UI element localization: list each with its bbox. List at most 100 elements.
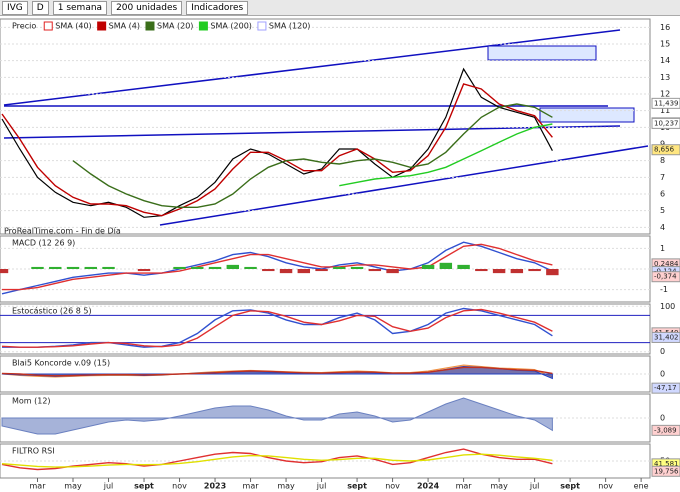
x-tick-label: may: [277, 482, 295, 491]
symbol[interactable]: IVG: [2, 0, 28, 15]
x-tick-label: nov: [385, 482, 400, 491]
histogram-bar: [333, 266, 346, 269]
histogram-bar: [315, 269, 328, 272]
legend-swatch: [145, 21, 155, 31]
value-label: 10,237: [654, 119, 679, 127]
legend-label: SMA (4): [109, 22, 140, 31]
legend-swatch: [43, 21, 53, 31]
histogram-bar: [510, 269, 524, 274]
x-tick-label: sept: [347, 482, 367, 491]
histogram-bar: [350, 266, 364, 269]
panel-title: FILTRO RSI: [12, 447, 55, 456]
period[interactable]: 1 semana: [52, 0, 108, 15]
y-tick-label: 0: [660, 414, 665, 423]
chart: ProRealTime.com - Fin de Día 45678910111…: [0, 18, 680, 491]
histogram-bar: [492, 269, 506, 274]
panel: [0, 303, 651, 355]
value-label-box: [651, 117, 680, 129]
y-tick-label: 5: [660, 206, 665, 215]
line: [1, 366, 553, 377]
units[interactable]: 200 unidades: [111, 0, 183, 15]
histogram-bar: [475, 269, 488, 272]
y-tick-label: 7: [660, 173, 665, 182]
panel-title: Blai5 Koncorde v.09 (15): [12, 359, 110, 368]
legend-label: SMA (200): [210, 22, 252, 31]
value-label-box: [651, 271, 680, 283]
histogram-bar: [297, 269, 311, 274]
histogram-bar: [244, 266, 257, 269]
x-tick-label: 2024: [417, 482, 440, 491]
y-tick-label: 12: [660, 90, 670, 99]
watermark: ProRealTime.com - Fin de Día: [4, 227, 121, 236]
value-label-box: [651, 144, 680, 156]
x-tick-label: jul: [316, 482, 327, 491]
line: [2, 307, 553, 348]
legend-label: SMA (40): [55, 22, 91, 31]
histogram-bar: [49, 266, 62, 269]
line: [1, 453, 553, 468]
value-label: 31,402: [654, 333, 679, 341]
legend-swatch: [257, 21, 267, 31]
x-tick-label: mar: [30, 482, 47, 491]
x-tick-label: mar: [456, 482, 473, 491]
value-label: 41,581: [654, 460, 679, 468]
y-tick-label: 11: [660, 106, 670, 115]
histogram-bar: [457, 264, 470, 269]
histogram-bar: [262, 269, 275, 272]
toolbar: IVG D 1 semana 200 unidades Indicadores: [0, 0, 680, 16]
panel-title: MACD (12 26 9): [12, 239, 75, 248]
value-label: -47,17: [654, 384, 677, 392]
y-tick-label: 0: [660, 347, 665, 356]
value-label: 19,756: [654, 467, 679, 475]
x-tick-label: may: [64, 482, 82, 491]
x-tick-label: mar: [243, 482, 260, 491]
histogram-bar: [66, 266, 80, 269]
histogram-bar: [102, 266, 115, 269]
legend-swatch: [198, 21, 208, 31]
panel-title: Estocástico (26 8 5): [12, 307, 92, 316]
value-label-box: [651, 97, 680, 109]
x-tick-label: jul: [103, 482, 114, 491]
indicators[interactable]: Indicadores: [186, 0, 249, 15]
value-label: -3,089: [654, 426, 677, 434]
histogram-bar: [173, 266, 186, 269]
x-tick-label: nov: [172, 482, 187, 491]
value-label: -0,374: [654, 273, 677, 281]
legend-swatch: [97, 21, 107, 31]
histogram-bar: [0, 269, 9, 274]
line: [72, 103, 553, 208]
x-tick-label: nov: [598, 482, 613, 491]
y-tick-label: 13: [660, 73, 670, 82]
histogram-bar: [208, 266, 222, 269]
legend-label: SMA (120): [269, 22, 311, 31]
value-label-box: [651, 382, 680, 394]
x-tick-label: sept: [134, 482, 154, 491]
x-tick-label: sept: [560, 482, 580, 491]
line: [1, 67, 553, 218]
histogram-bar: [528, 269, 541, 272]
histogram-bar: [368, 269, 382, 272]
histogram-bar: [386, 269, 399, 274]
line: [2, 243, 553, 291]
x-tick-label: ene: [634, 482, 649, 491]
y-tick-label: 6: [660, 190, 665, 199]
y-tick-label: 100: [660, 302, 675, 311]
panel-title: Precio: [12, 22, 36, 31]
value-label: 8,656: [654, 146, 675, 154]
legend-label: SMA (20): [157, 22, 193, 31]
histogram-bar: [279, 269, 293, 274]
histogram-bar: [439, 262, 453, 269]
y-tick-label: 15: [660, 40, 670, 49]
y-tick-label: 16: [660, 23, 670, 32]
histogram-bar: [421, 264, 435, 269]
line: [1, 241, 553, 295]
mode[interactable]: D: [31, 0, 49, 15]
trend-lines: [3, 29, 649, 226]
y-tick-label: 0: [660, 370, 665, 379]
x-tick-label: 2023: [204, 482, 226, 491]
line: [1, 448, 553, 471]
y-tick-label: 4: [660, 223, 665, 232]
y-tick-label: 14: [660, 56, 670, 65]
line: [339, 123, 553, 187]
panel-title: Mom (12): [12, 397, 51, 406]
